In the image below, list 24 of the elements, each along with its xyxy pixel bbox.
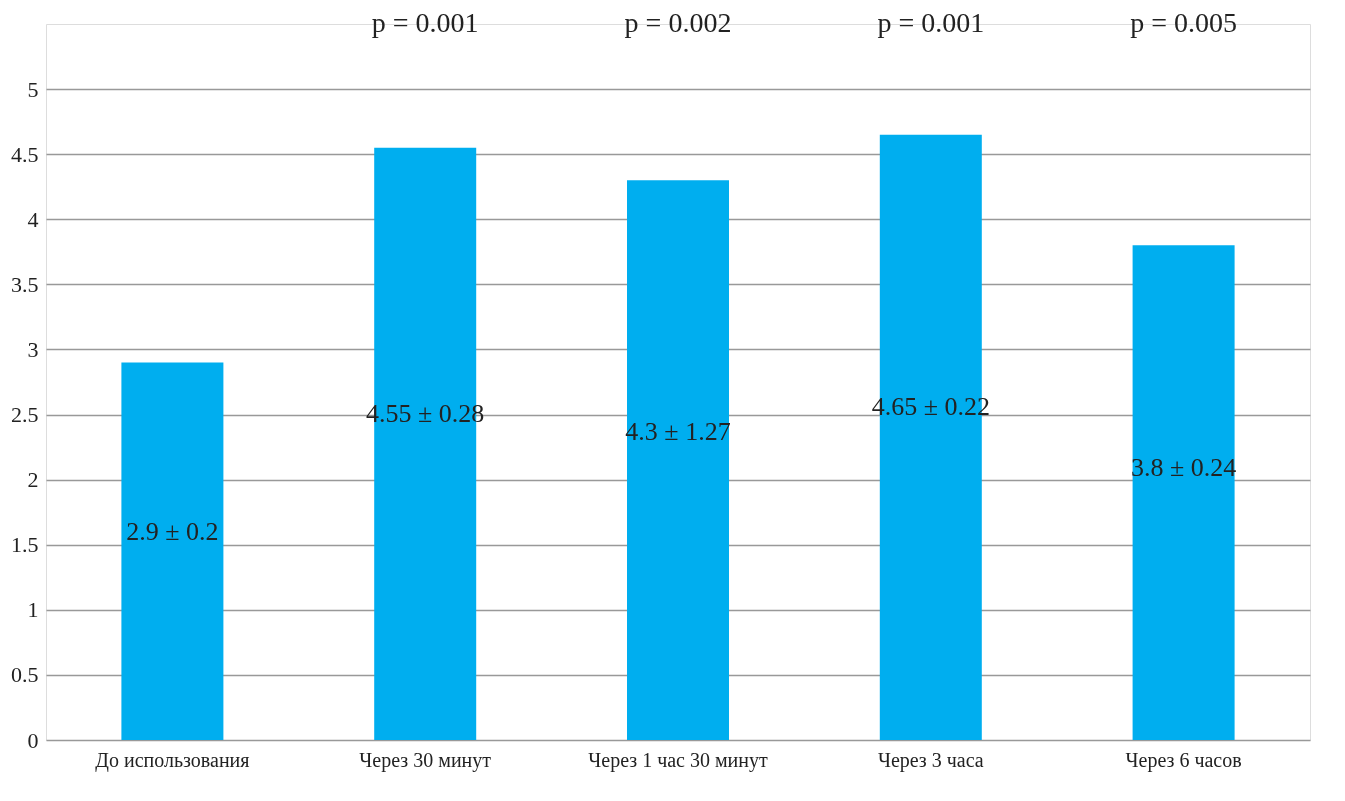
annotation: p = 0.005 bbox=[1130, 7, 1237, 38]
y-tick-label: 4.5 bbox=[11, 141, 39, 167]
annotation: p = 0.001 bbox=[371, 7, 479, 38]
x-tick-label: Через 6 часов bbox=[1125, 748, 1242, 772]
y-tick-label: 5 bbox=[27, 76, 39, 102]
y-tick-label: 2 bbox=[27, 467, 39, 493]
bar bbox=[627, 180, 729, 740]
x-tick-label: Через 30 минут bbox=[359, 748, 492, 772]
data-label: 2.9 ± 0.2 bbox=[126, 517, 219, 547]
x-tick-label: Через 1 час 30 минут bbox=[588, 748, 769, 772]
y-tick-label: 1.5 bbox=[11, 532, 39, 558]
y-tick-label: 0.5 bbox=[11, 662, 39, 688]
y-tick-label: 2.5 bbox=[11, 402, 39, 428]
bar bbox=[121, 362, 224, 740]
y-tick-label: 4 bbox=[27, 206, 39, 232]
bar bbox=[1132, 245, 1235, 740]
annotation: p = 0.001 bbox=[877, 7, 985, 38]
y-tick-label: 3 bbox=[27, 336, 39, 362]
y-tick-label: 1 bbox=[27, 597, 39, 623]
x-tick-label: Через 3 часа bbox=[877, 748, 984, 772]
x-tick-label: До использования bbox=[95, 748, 250, 772]
y-tick-label: 0 bbox=[27, 727, 39, 753]
annotation: p = 0.002 bbox=[624, 7, 732, 38]
y-tick-label: 3.5 bbox=[11, 271, 39, 297]
